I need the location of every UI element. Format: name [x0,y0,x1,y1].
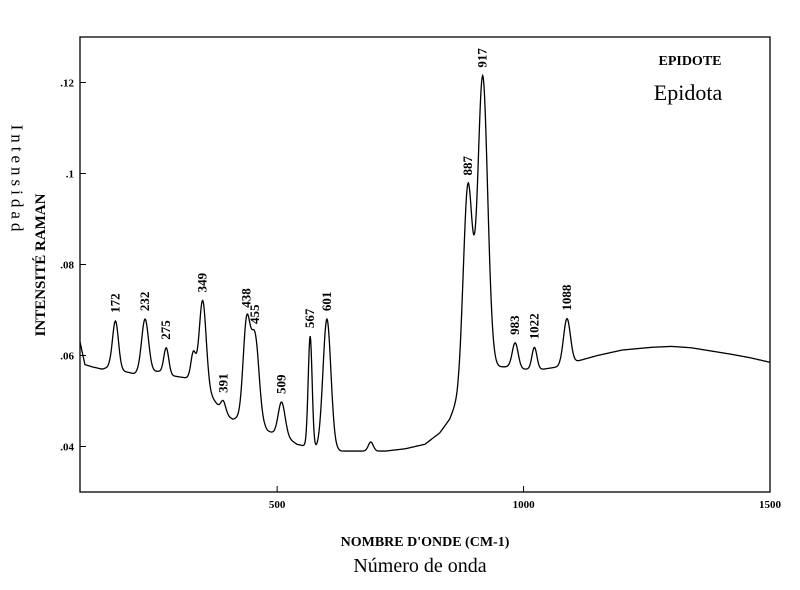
x-tick-label: 500 [269,499,286,511]
peak-label-275: 275 [158,320,173,340]
y-tick-label: .1 [66,169,74,181]
y-tick-label: .06 [60,351,74,363]
peak-label-887: 887 [460,155,475,175]
peak-label-1088: 1088 [559,284,574,311]
peak-label-438: 438 [239,288,254,308]
x-tick-label: 1000 [513,499,536,511]
x-tick-label: 1500 [759,499,782,511]
y-axis-label: INTENSITÉ RAMAN [32,193,49,336]
peak-label-349: 349 [195,272,210,292]
y-axis-label-secondary: Intensidad [8,125,27,236]
peak-label-1022: 1022 [526,313,541,339]
peak-label-601: 601 [319,292,334,312]
peak-label-455: 455 [247,304,262,324]
y-axis-ticks: .04 .06 .08 .1 .12 [60,78,86,454]
peak-label-509: 509 [274,374,289,394]
peak-label-172: 172 [107,293,122,313]
chart-subtitle: Epidota [654,80,723,105]
y-tick-label: .04 [60,442,74,454]
y-tick-label: .08 [60,260,74,272]
x-axis-label: NOMBRE D'ONDE (CM-1) [341,535,510,550]
peak-label-917: 917 [475,48,490,68]
y-tick-label: .12 [60,78,74,90]
peak-label-391: 391 [215,373,230,393]
x-axis-label-secondary: Número de onda [353,555,486,577]
plot-frame [79,36,771,493]
spectrum-line [79,73,771,452]
chart-title: EPIDOTE [658,54,721,69]
x-axis-ticks: 500 1000 1500 [269,486,782,511]
peak-label-232: 232 [137,292,152,312]
peak-label-983: 983 [507,315,522,335]
peak-label-567: 567 [302,308,317,328]
